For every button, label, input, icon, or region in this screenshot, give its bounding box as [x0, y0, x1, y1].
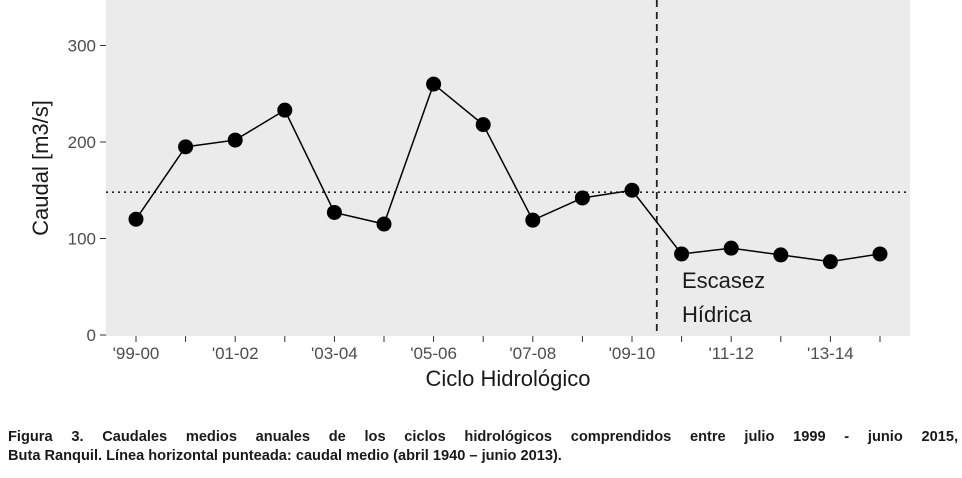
- data-point: [872, 246, 888, 262]
- hydrology-chart: 0 100 200 300 '99-00 '01-02 '03-04 '05-06 '07-08…: [28, 0, 910, 391]
- x-tick-label: '99-00: [113, 344, 160, 363]
- data-point: [624, 182, 640, 198]
- y-axis-title: Caudal [m3/s]: [28, 100, 53, 236]
- x-tick-label: '09-10: [609, 344, 656, 363]
- data-point: [376, 216, 392, 232]
- x-tick-label: '01-02: [212, 344, 259, 363]
- data-point: [326, 204, 342, 220]
- x-tick-label: '13-14: [807, 344, 854, 363]
- data-point: [723, 240, 739, 256]
- data-point: [574, 190, 590, 206]
- data-point: [178, 139, 194, 155]
- data-point: [525, 212, 541, 228]
- caption-line-2: Buta Ranquil. Línea horizontal punteada:…: [8, 448, 562, 464]
- x-tick-label: '07-08: [509, 344, 556, 363]
- data-point: [822, 254, 838, 270]
- y-tick-label: 300: [68, 37, 96, 56]
- annotation-line-1: Escasez: [682, 268, 765, 293]
- data-point: [773, 247, 789, 263]
- caption-line-1: Figura 3. Caudales medios anuales de los…: [8, 429, 958, 445]
- annotation-line-2: Hídrica: [682, 302, 752, 327]
- data-point: [227, 132, 243, 148]
- x-tick-label: '03-04: [311, 344, 358, 363]
- x-axis-title: Ciclo Hidrológico: [425, 366, 590, 391]
- y-tick-label: 200: [68, 133, 96, 152]
- y-tick-label: 100: [68, 230, 96, 249]
- figure-caption: Figura 3. Caudales medios anuales de los…: [8, 428, 958, 466]
- x-tick-label: '11-12: [708, 344, 753, 363]
- flow-series-line: [135, 82, 881, 263]
- data-point: [277, 102, 293, 118]
- plot-panel: [106, 0, 910, 336]
- data-point: [426, 76, 442, 92]
- y-tick-label: 0: [87, 326, 96, 345]
- data-point: [128, 211, 144, 227]
- data-point: [674, 246, 690, 262]
- data-point: [475, 117, 491, 133]
- x-tick-label: '05-06: [410, 344, 457, 363]
